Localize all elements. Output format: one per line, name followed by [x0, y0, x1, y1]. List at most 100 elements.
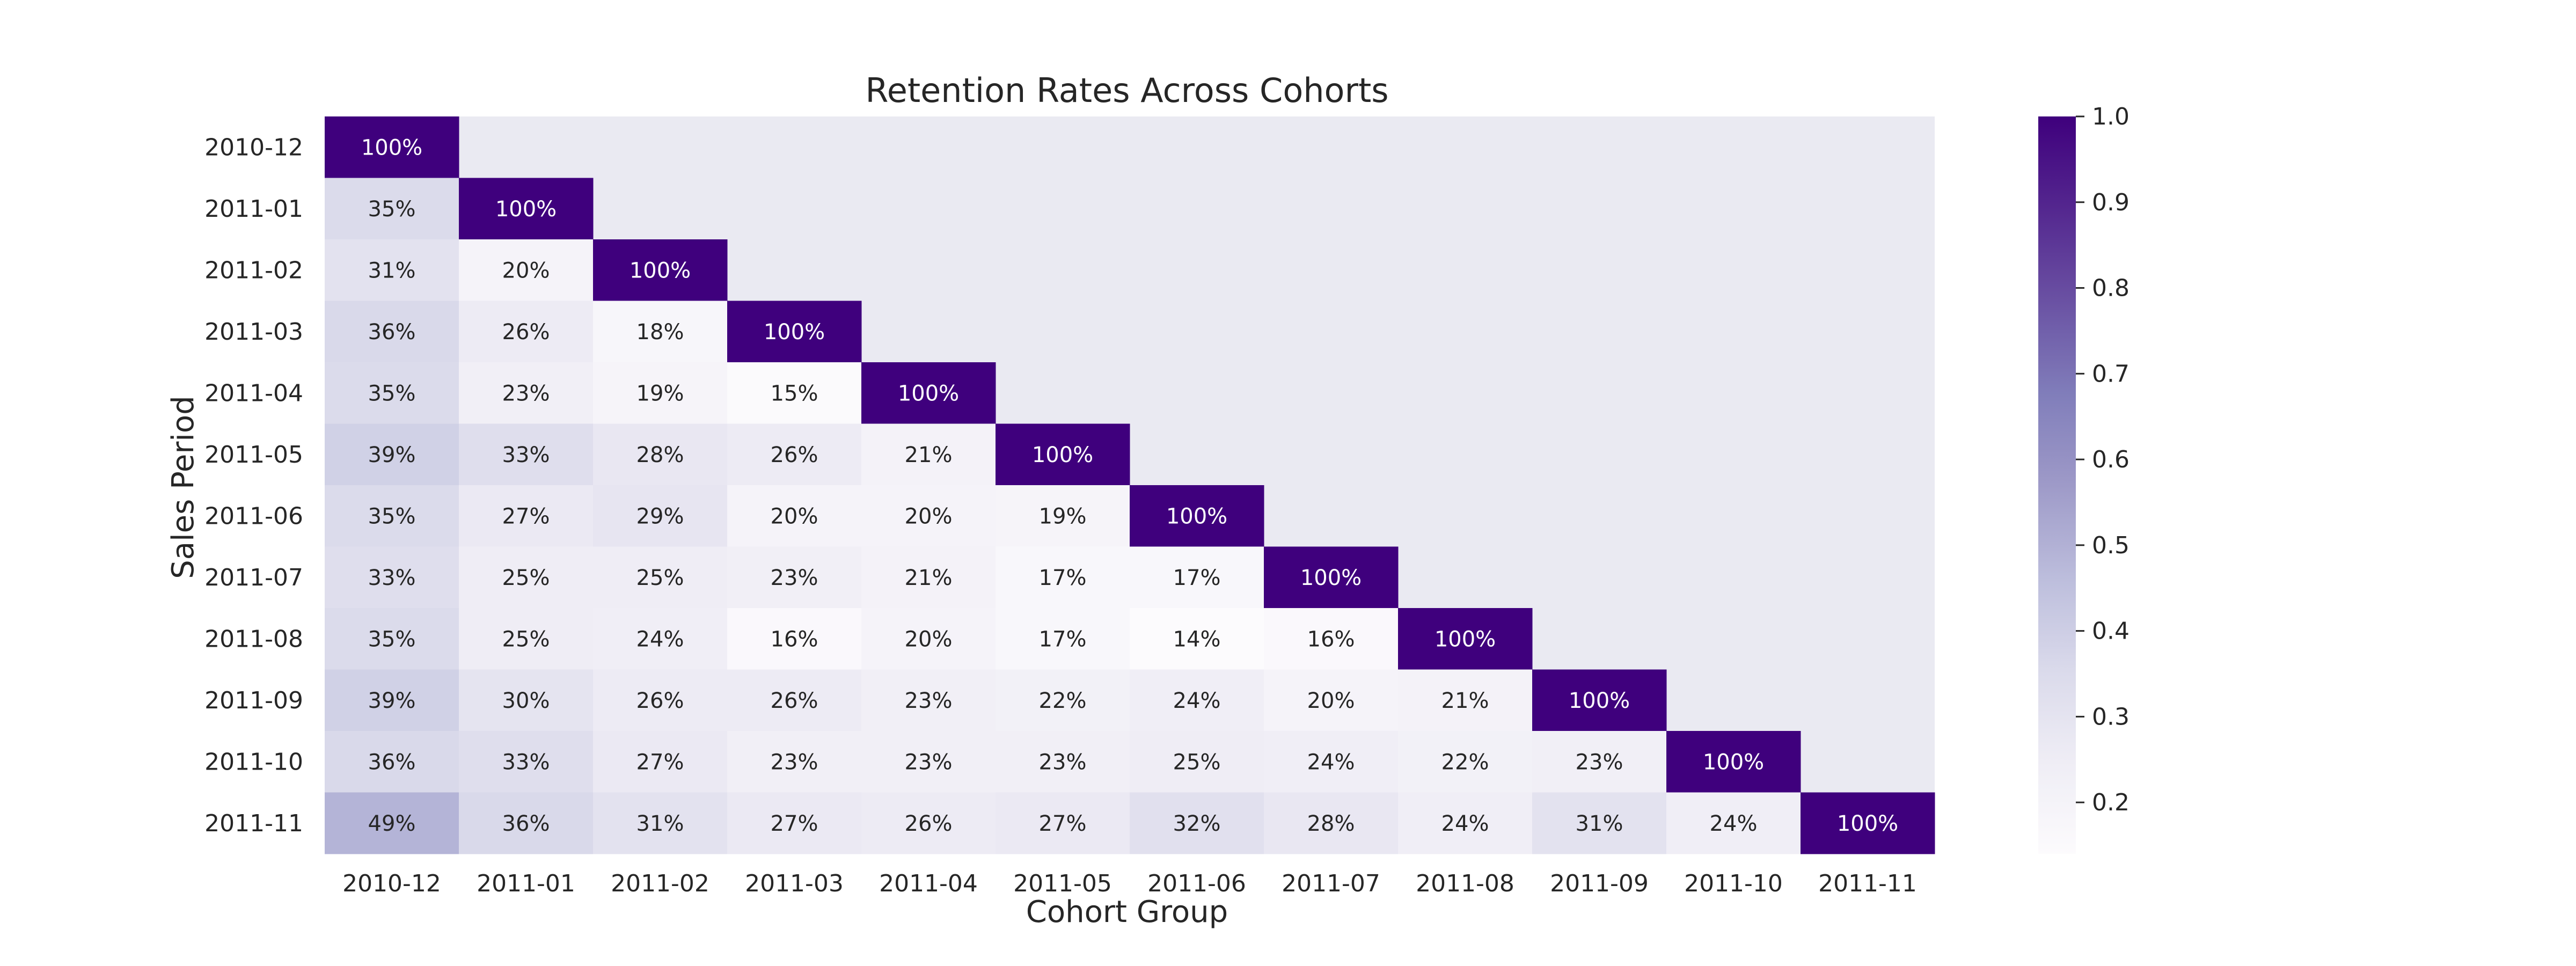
y-tick-label: 2011-09 [204, 687, 303, 714]
cell-value-label: 100% [630, 258, 691, 283]
cell-value-label: 49% [368, 811, 416, 836]
x-tick-label: 2011-02 [611, 870, 709, 897]
heatmap-cell [727, 423, 862, 486]
cell-value-label: 36% [368, 750, 416, 774]
cell-value-label: 27% [636, 750, 684, 774]
heatmap-cell [1398, 608, 1533, 670]
cell-value-label: 31% [636, 811, 684, 836]
heatmap-cell [1264, 731, 1399, 793]
heatmap-cell [727, 485, 862, 547]
heatmap-cell [459, 178, 594, 240]
cell-value-label: 16% [1307, 627, 1355, 652]
y-tick-label: 2011-08 [204, 625, 303, 653]
cell-value-label: 22% [1039, 689, 1087, 713]
cell-value-label: 25% [502, 566, 550, 590]
x-tick-label: 2011-03 [745, 870, 844, 897]
cell-value-label: 31% [1576, 811, 1623, 836]
heatmap-cell [1264, 608, 1399, 670]
heatmap-cell [593, 485, 728, 547]
cell-value-label: 21% [1441, 689, 1489, 713]
cell-value-label: 35% [368, 504, 416, 529]
heatmap-cell [861, 546, 996, 609]
cell-value-label: 100% [1032, 443, 1093, 467]
cell-value-label: 33% [502, 750, 550, 774]
heatmap-cell [1666, 731, 1801, 793]
cell-value-label: 14% [1173, 627, 1221, 652]
heatmap-cell [996, 423, 1130, 486]
heatmap-cell [996, 608, 1130, 670]
cell-value-label: 22% [1441, 750, 1489, 774]
cell-value-label: 29% [636, 504, 684, 529]
heatmap-cell [459, 731, 594, 793]
cell-value-label: 23% [1039, 750, 1087, 774]
heatmap-cell [1130, 731, 1264, 793]
cell-value-label: 100% [1435, 627, 1496, 652]
heatmap-cell [325, 792, 459, 854]
cell-value-label: 100% [1166, 504, 1227, 529]
y-tick-label: 2011-11 [204, 810, 303, 837]
colorbar-tick-label: 1.0 [2092, 103, 2129, 130]
colorbar: 0.2 0.3 0.4 0.5 0.6 0.7 0.8 0.9 1.0 [2038, 103, 2129, 854]
colorbar-tick-label: 0.7 [2092, 360, 2129, 387]
heatmap-cell [1666, 792, 1801, 854]
cell-value-label: 35% [368, 381, 416, 406]
heatmap-cell [727, 546, 862, 609]
heatmap-cell [727, 792, 862, 854]
cell-value-label: 35% [368, 627, 416, 652]
heatmap-cell [1398, 669, 1533, 731]
heatmap-cell [861, 423, 996, 486]
heatmap-cell [459, 423, 594, 486]
heatmap-cell [1264, 669, 1399, 731]
heatmap-cell [459, 669, 594, 731]
cell-value-label: 20% [771, 504, 818, 529]
heatmap-cell [727, 362, 862, 424]
x-axis-title: Cohort Group [1026, 895, 1228, 930]
heatmap-cell [459, 608, 594, 670]
cell-value-label: 17% [1039, 566, 1087, 590]
y-tick-label: 2011-03 [204, 318, 303, 346]
heatmap-cell [459, 301, 594, 363]
heatmap-cell [325, 301, 459, 363]
heatmap-cell [861, 485, 996, 547]
colorbar-tick-label: 0.5 [2092, 532, 2129, 559]
cell-value-label: 23% [771, 750, 818, 774]
cell-value-label: 17% [1173, 566, 1221, 590]
cell-value-label: 25% [502, 627, 550, 652]
cell-value-label: 23% [502, 381, 550, 406]
heatmap-cell [1264, 546, 1399, 609]
heatmap-cell [996, 731, 1130, 793]
heatmap-cell [1532, 792, 1667, 854]
cell-value-label: 30% [502, 689, 550, 713]
cell-value-label: 27% [771, 811, 818, 836]
heatmap-cell [1130, 792, 1264, 854]
heatmap-cell [1532, 669, 1667, 731]
cell-value-label: 39% [368, 443, 416, 467]
y-tick-label: 2011-06 [204, 502, 303, 530]
heatmap-cell [593, 239, 728, 301]
heatmap-cell [325, 362, 459, 424]
cell-value-label: 100% [1569, 689, 1630, 713]
y-tick-label: 2011-04 [204, 379, 303, 407]
heatmap-cell [459, 239, 594, 301]
heatmap-cell [727, 608, 862, 670]
cell-value-label: 35% [368, 197, 416, 222]
heatmap-cell [861, 731, 996, 793]
cell-value-label: 26% [636, 689, 684, 713]
cell-value-label: 26% [771, 443, 818, 467]
heatmap-cell [593, 731, 728, 793]
heatmap-cell [325, 116, 459, 178]
colorbar-tick-label: 0.8 [2092, 275, 2129, 302]
heatmap-cell [593, 546, 728, 609]
cell-value-label: 36% [502, 811, 550, 836]
cell-value-label: 26% [905, 811, 953, 836]
colorbar-tick-label: 0.9 [2092, 189, 2129, 216]
chart-title: Retention Rates Across Cohorts [865, 71, 1388, 110]
colorbar-tick-label: 0.4 [2092, 618, 2129, 645]
cell-value-label: 36% [368, 320, 416, 345]
heatmap-cell [861, 792, 996, 854]
heatmap-cell [1801, 792, 1935, 854]
colorbar-gradient [2038, 116, 2076, 854]
cell-value-label: 100% [495, 197, 557, 222]
y-tick-label: 2010-12 [204, 134, 303, 161]
